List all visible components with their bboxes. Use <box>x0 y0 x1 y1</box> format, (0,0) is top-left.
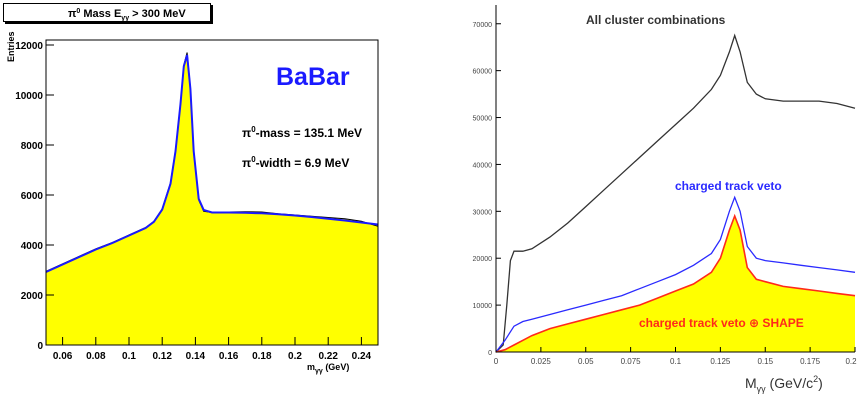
left-y-tick-label: 4000 <box>21 241 44 252</box>
right-x-tick-label: 0.025 <box>531 357 552 366</box>
left-y-tick-label: 8000 <box>21 141 44 152</box>
left-y-axis-label: Entries <box>6 31 16 62</box>
left-y-tick-label: 6000 <box>21 191 44 202</box>
series-charged-track-veto <box>495 195 856 353</box>
left-chart-title-box: π0 Mass Eγγ > 300 MeV <box>3 3 211 22</box>
series-charged-track-veto-shape <box>495 213 856 353</box>
right-x-axis-label: Mγγ (GeV/c2) <box>745 374 823 394</box>
left-y-tick-label: 10000 <box>15 91 43 102</box>
left-x-tick-label: 0.1 <box>122 351 136 362</box>
left-x-tick-label: 0.14 <box>186 351 206 362</box>
left-y-tick-label: 0 <box>37 341 43 352</box>
left-y-tick-label: 2000 <box>21 291 44 302</box>
right-x-tick-label: 0.175 <box>800 357 821 366</box>
annotation-width: π0-width = 6.9 MeV <box>242 155 349 170</box>
left-x-tick-label: 0.22 <box>318 351 338 362</box>
right-shape-fill <box>496 216 855 352</box>
right-y-tick-label: 60000 <box>473 69 493 76</box>
left-x-tick-label: 0.24 <box>352 351 372 362</box>
left-x-tick-label: 0.12 <box>152 351 172 362</box>
right-x-tick-label: 0.15 <box>757 357 773 366</box>
right-ticks: 0 0.025 0.05 0.075 0.1 0.125 0.15 0.175 0.2 0 1000… <box>473 22 858 366</box>
right-chart: 0 0.025 0.05 0.075 0.1 0.125 0.15 0.175 0.2 0 1000… <box>473 5 858 394</box>
right-y-tick-label: 0 <box>488 350 492 357</box>
right-x-tick-label: 0.125 <box>710 357 731 366</box>
left-x-tick-label: 0.08 <box>86 351 106 362</box>
left-ticks: 0.06 0.08 0.1 0.12 0.14 0.16 0.18 0.2 0.22 0.24 0 2… <box>15 41 371 362</box>
left-fit-curve <box>45 54 379 273</box>
left-x-tick-label: 0.16 <box>219 351 239 362</box>
left-frame <box>45 39 379 346</box>
right-x-tick-label: 0.1 <box>670 357 682 366</box>
right-y-tick-label: 70000 <box>473 22 493 29</box>
left-y-tick-label: 12000 <box>15 41 43 52</box>
right-y-tick-label: 30000 <box>473 209 493 216</box>
annotation-mass: π0-mass = 135.1 MeV <box>242 125 362 140</box>
right-x-tick-label: 0 <box>494 357 499 366</box>
left-chart: 0.06 0.08 0.1 0.12 0.14 0.16 0.18 0.2 0.22 0.24 0 2… <box>6 31 379 375</box>
right-y-tick-label: 20000 <box>473 256 493 263</box>
right-x-tick-label: 0.05 <box>578 357 594 366</box>
left-x-tick-label: 0.2 <box>288 351 302 362</box>
right-y-tick-label: 10000 <box>473 303 493 310</box>
label-charged-track-veto-shape: charged track veto ⊕ SHAPE <box>639 316 804 330</box>
right-y-tick-label: 40000 <box>473 162 493 169</box>
right-y-tick-label: 50000 <box>473 116 493 123</box>
label-all-cluster-combinations: All cluster combinations <box>586 13 726 27</box>
left-x-tick-label: 0.06 <box>53 351 73 362</box>
label-charged-track-veto: charged track veto <box>675 179 782 193</box>
right-x-tick-label: 0.2 <box>845 357 857 366</box>
left-x-tick-label: 0.18 <box>252 351 272 362</box>
right-x-tick-label: 0.075 <box>621 357 642 366</box>
babar-logo-text: BaBar <box>276 63 350 91</box>
left-chart-title: π0 Mass Eγγ > 300 MeV <box>68 8 186 22</box>
left-histogram-fill <box>46 52 378 345</box>
left-x-axis-label: mγγ (GeV) <box>307 362 349 375</box>
series-all-cluster-combinations <box>495 33 856 353</box>
